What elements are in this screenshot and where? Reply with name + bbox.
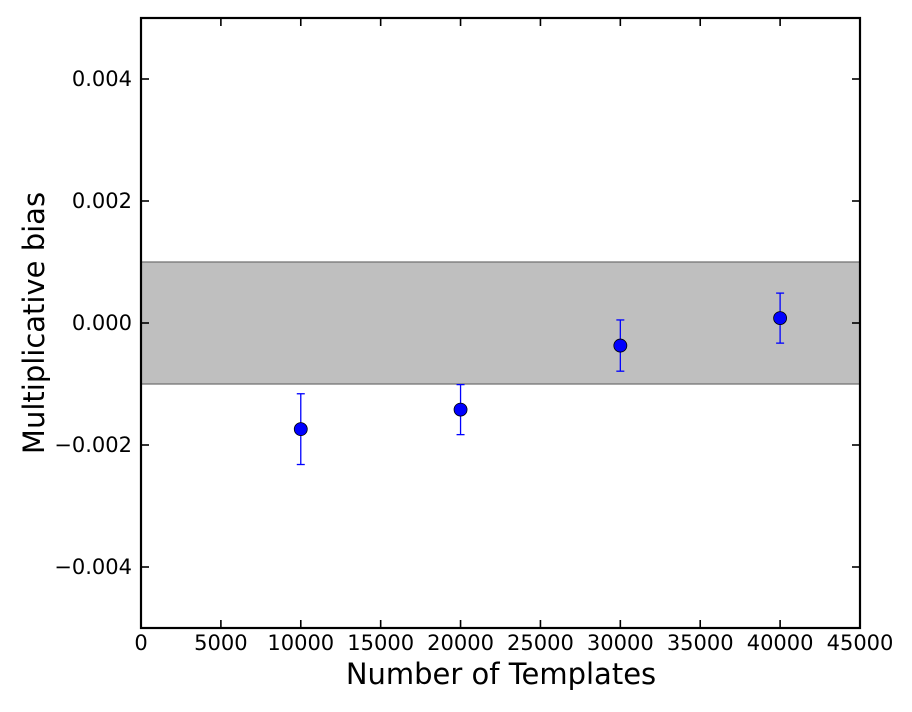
x-tick-label: 0 (134, 631, 147, 655)
x-tick-label: 15000 (347, 631, 414, 655)
x-tick-label: 40000 (747, 631, 814, 655)
y-tick-label: −0.002 (54, 433, 132, 457)
x-tick-label: 25000 (507, 631, 574, 655)
y-tick-label: 0.004 (72, 67, 132, 91)
data-point (453, 402, 468, 417)
y-tick-label: −0.004 (54, 555, 132, 579)
x-tick-label: 20000 (427, 631, 494, 655)
x-tick-label: 10000 (267, 631, 334, 655)
y-tick-label: 0.002 (72, 189, 132, 213)
y-tick-label: 0.000 (72, 311, 132, 335)
x-tick-label: 30000 (587, 631, 654, 655)
shaded-band (141, 262, 860, 384)
x-tick-label: 5000 (194, 631, 247, 655)
labels-layer: Number of Templates Multiplicative bias (17, 192, 656, 691)
data-point (613, 338, 628, 353)
data-point (773, 311, 788, 326)
axes-layer: 0 5000 10000 15000 20000 25000 30000 35000 40000… (54, 16, 894, 655)
y-axis-title: Multiplicative bias (17, 192, 51, 454)
x-tick-label: 35000 (667, 631, 734, 655)
data-point (293, 422, 308, 437)
data-layer (293, 292, 788, 466)
x-tick-label: 45000 (827, 631, 894, 655)
x-axis-title: Number of Templates (346, 657, 656, 691)
plot-frame (139, 16, 862, 630)
shaded-band-layer (141, 261, 860, 385)
